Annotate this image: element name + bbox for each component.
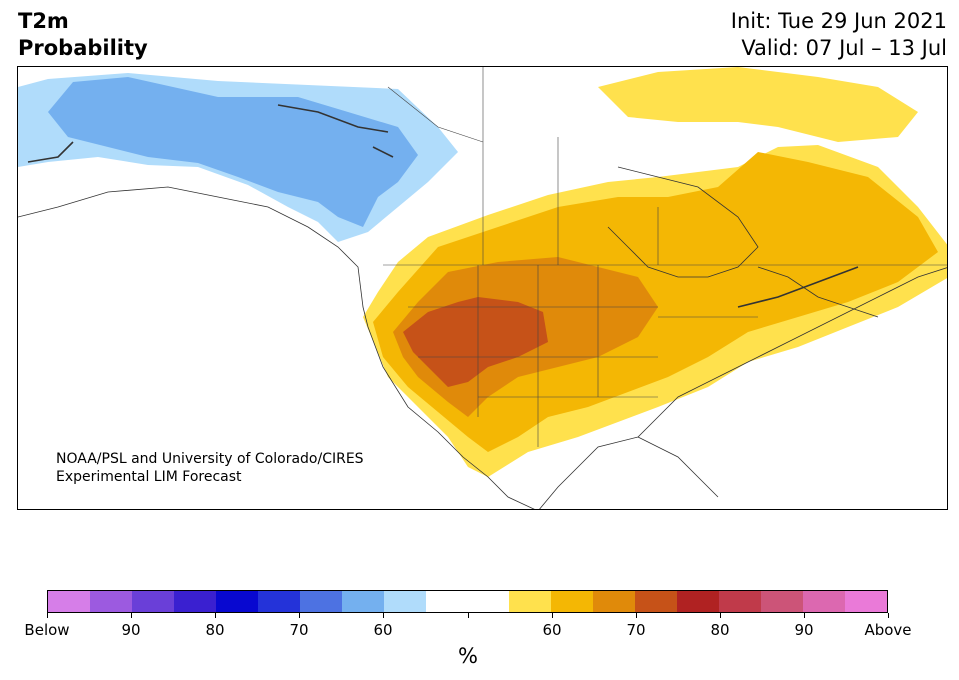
colorbar-swatch [719,591,762,612]
colorbar-tick-label: 60 [373,621,393,639]
colorbar [47,590,888,613]
colorbar-swatch [215,591,258,612]
colorbar-swatch [803,591,846,612]
colorbar-tick-label: 80 [205,621,225,639]
colorbar-tick-label: 60 [542,621,562,639]
colorbar-swatch [761,591,804,612]
valid-range: Valid: 07 Jul – 13 Jul [741,36,947,60]
colorbar-tick-label: Above [864,621,912,639]
colorbar-tick [888,613,889,618]
colorbar-tick [720,613,721,618]
title-subtitle: Probability [18,36,148,60]
colorbar-swatch [173,591,216,612]
colorbar-tick [636,613,637,618]
colorbar-swatch [48,591,90,612]
colorbar-tick [215,613,216,618]
colorbar-tick [299,613,300,618]
colorbar-swatch [299,591,342,612]
colorbar-swatch [635,591,678,612]
forecast-dates: Init: Tue 29 Jun 2021 Valid: 07 Jul – 13… [731,8,947,62]
colorbar-tick [383,613,384,618]
colorbar-swatch [425,591,468,612]
colorbar-swatch [131,591,174,612]
colorbar-swatch [509,591,552,612]
rust-region [403,297,548,387]
colorbar-tick [131,613,132,618]
colorbar-tick-label: 90 [121,621,141,639]
colorbar-unit: % [458,644,478,668]
colorbar-swatch [467,591,510,612]
rivers [27,104,859,308]
credit-line-2: Experimental LIM Forecast [56,469,242,485]
colorbar-swatch [593,591,636,612]
colorbar-tick-label: 70 [289,621,309,639]
colorbar-tick [468,613,469,618]
colorbar-swatch [257,591,300,612]
colorbar-swatch [551,591,594,612]
coastlines [18,166,947,509]
forecast-map: NOAA/PSL and University of Colorado/CIRE… [17,66,948,510]
colorbar-swatch [677,591,720,612]
colorbar-tick-label: 70 [626,621,646,639]
credit-line-1: NOAA/PSL and University of Colorado/CIRE… [56,451,364,467]
init-date: Init: Tue 29 Jun 2021 [730,9,947,33]
colorbar-tick [552,613,553,618]
colorbar-tick [804,613,805,618]
colorbar-swatch [341,591,384,612]
colorbar-swatch [89,591,132,612]
colorbar-tick-label: 80 [710,621,730,639]
colorbar-swatch [383,591,426,612]
colorbar-tick [47,613,48,618]
political-borders [383,67,947,447]
colorbar-tick-label: 90 [794,621,814,639]
arctic-yellow-region [598,67,918,142]
map-credit: NOAA/PSL and University of Colorado/CIRE… [56,450,364,486]
colorbar-tick-label: Below [24,621,70,639]
map-svg [18,67,947,509]
colorbar-swatch [845,591,888,612]
map-title: T2m Probability [18,8,148,62]
title-variable: T2m [18,9,69,33]
